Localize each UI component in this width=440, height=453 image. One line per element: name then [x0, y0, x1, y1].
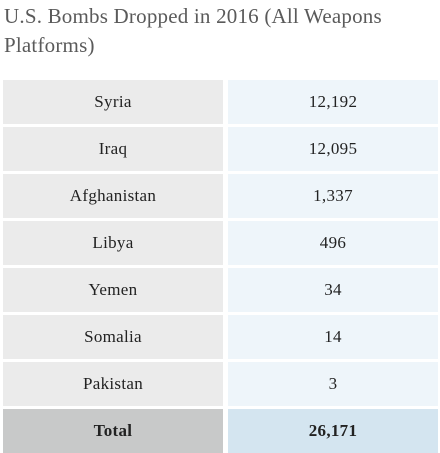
country-cell: Libya	[3, 221, 223, 265]
country-cell: Somalia	[3, 315, 223, 359]
country-cell: Afghanistan	[3, 174, 223, 218]
country-cell: Pakistan	[3, 362, 223, 406]
country-cell: Yemen	[3, 268, 223, 312]
table: Syria 12,192 Iraq 12,095 Afghanistan 1,337 Lib…	[3, 80, 438, 453]
total-label: Total	[3, 409, 223, 453]
bombs-cell: 34	[228, 268, 438, 312]
bombs-cell: 3	[228, 362, 438, 406]
country-cell: Syria	[3, 80, 223, 124]
title: U.S. Bombs Dropped in 2016 (All Weapons …	[4, 4, 382, 57]
bombs-cell: 12,095	[228, 127, 438, 171]
bombs-cell: 14	[228, 315, 438, 359]
bombs-cell: 496	[228, 221, 438, 265]
bombs-cell: 1,337	[228, 174, 438, 218]
bombs-cell: 12,192	[228, 80, 438, 124]
total-value: 26,171	[228, 409, 438, 453]
country-cell: Iraq	[3, 127, 223, 171]
